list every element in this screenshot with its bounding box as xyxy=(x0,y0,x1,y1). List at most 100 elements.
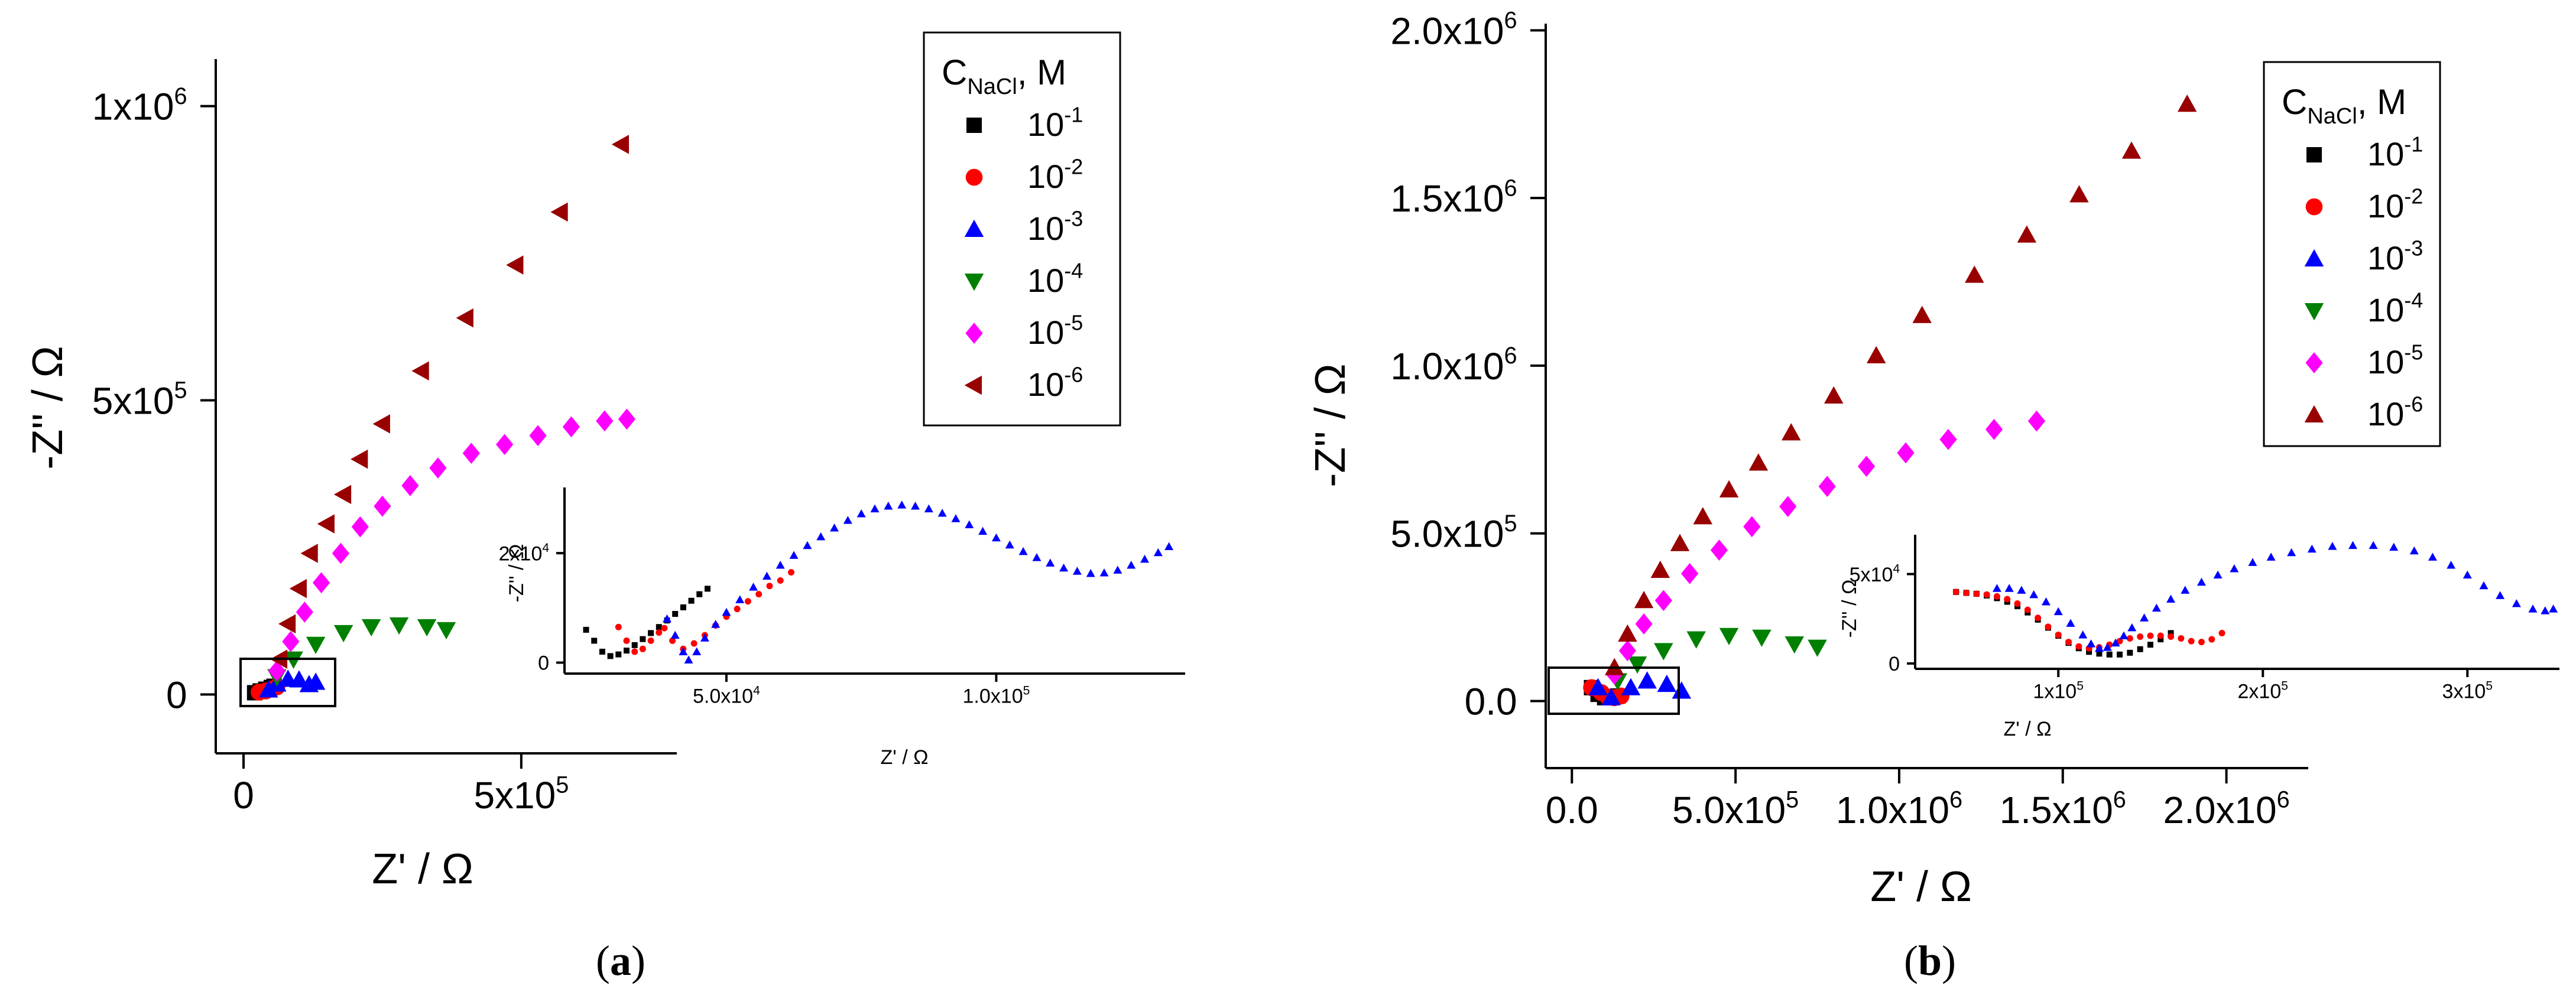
a-data-point xyxy=(374,495,391,517)
b-legend-marker xyxy=(2304,303,2324,321)
a-inset-data-point xyxy=(816,532,826,541)
a-data-point xyxy=(429,457,447,479)
b-inset-data-point xyxy=(2181,586,2190,594)
a-inset-data-point xyxy=(661,625,668,632)
b-data-point xyxy=(1965,265,1984,283)
b-inset-series-10-2 xyxy=(1952,588,2225,652)
b-inset-data-point xyxy=(1963,589,1970,596)
b-data-point xyxy=(1779,496,1797,518)
b-inset-data-point xyxy=(2541,606,2550,614)
b-data-point xyxy=(1686,631,1706,649)
b-data-point xyxy=(2069,185,2089,203)
a-data-point xyxy=(389,617,409,635)
a-data-point xyxy=(278,614,296,634)
a-inset-data-point xyxy=(647,637,654,644)
a-y-axis-title: -Z'' / Ω xyxy=(24,346,72,469)
b-data-point xyxy=(1693,507,1713,525)
a-legend-label: 10-1 xyxy=(1027,102,1083,143)
b-inset-data-point xyxy=(2127,623,2137,632)
b-legend-label: 10-2 xyxy=(2367,184,2423,225)
a-inset-y-tick-label: 0 xyxy=(538,652,549,675)
a-inset-data-point xyxy=(640,636,646,642)
a-inset-data-point xyxy=(672,611,679,617)
a-inset-data-point xyxy=(910,502,920,510)
b-inset-data-point xyxy=(1983,591,1990,598)
b-data-point xyxy=(1752,629,1772,647)
b-data-point xyxy=(1710,539,1728,561)
a-inset-data-point xyxy=(607,653,614,659)
a-inset-x-tick-label: 1.0x105 xyxy=(963,684,1030,707)
b-inset-data-point xyxy=(2178,635,2185,642)
b-data-point xyxy=(1818,476,1836,498)
a-data-point xyxy=(312,572,330,594)
b-inset-x-axis-title: Z' / Ω xyxy=(2003,718,2051,740)
a-inset-data-point xyxy=(670,630,680,639)
b-data-point xyxy=(1985,418,2003,440)
b-x-axis-title: Z' / Ω xyxy=(1870,863,1972,911)
b-inset-x-tick-label: 3x105 xyxy=(2442,679,2493,703)
a-inset-data-point xyxy=(762,571,771,580)
a-data-point xyxy=(506,255,524,275)
a-data-point xyxy=(351,449,368,469)
b-inset-data-point xyxy=(2103,643,2112,651)
b-inset-data-point xyxy=(2087,639,2096,648)
a-inset-data-point xyxy=(787,569,794,576)
a-data-point xyxy=(496,434,514,456)
b-inset-data-point xyxy=(2188,638,2195,645)
a-inset-data-point xyxy=(1153,548,1163,557)
a-inset-data-point xyxy=(696,591,703,597)
b-legend-marker xyxy=(2306,147,2322,162)
b-inset-y-axis-title: -Z'' / Ω xyxy=(1838,580,1861,638)
a-legend-label: 10-2 xyxy=(1027,154,1083,195)
b-zoom-box xyxy=(1547,666,1680,715)
b-x-tick-label: 2.0x106 xyxy=(2163,786,2289,831)
a-inset-data-point xyxy=(1140,554,1150,563)
a-inset-data-point xyxy=(591,638,598,644)
b-inset-data-point xyxy=(2065,639,2072,646)
a-inset-data-point xyxy=(1059,563,1069,572)
a-inset-data-point xyxy=(1032,553,1042,561)
a-inset-data-point xyxy=(777,577,784,584)
a-legend-label: 10-6 xyxy=(1027,362,1083,403)
a-inset-data-point xyxy=(1018,547,1028,555)
b-inset-data-point xyxy=(2116,638,2123,645)
b-data-point xyxy=(2121,141,2142,159)
a-inset: 5.0x104 1.0x105 0 2x104 Z' / Ω -Z'' / Ω xyxy=(499,487,1185,769)
a-inset-data-point xyxy=(991,533,1001,542)
a-inset-data-point xyxy=(662,614,671,623)
b-data-point xyxy=(1627,656,1647,674)
b-data-point xyxy=(1912,305,1932,323)
b-inset-data-point xyxy=(2369,541,2378,549)
b-data-point xyxy=(1670,534,1690,551)
b-inset-data-point xyxy=(2004,596,2011,603)
b-inset-data-point xyxy=(1952,588,1959,596)
a-inset-data-point xyxy=(803,541,812,549)
b-inset-data-point xyxy=(2075,643,2082,650)
b-data-point xyxy=(1781,423,1801,441)
b-y-tick-label: 0.0 xyxy=(1465,681,1517,723)
b-data-point xyxy=(1939,428,1957,450)
b-data-point xyxy=(1808,639,1827,657)
a-inset-data-point xyxy=(856,509,866,518)
a-inset-data-point xyxy=(648,630,654,636)
b-data-point xyxy=(1635,613,1653,635)
a-data-point xyxy=(550,202,568,222)
b-inset-data-point xyxy=(2086,649,2092,655)
b-x-tick-label: 0.0 xyxy=(1546,789,1598,831)
b-inset-data-point xyxy=(2266,552,2276,561)
a-inset-data-point xyxy=(1046,558,1055,567)
b-series-10-3 xyxy=(1588,671,1692,705)
a-inset-x-axis-title: Z' / Ω xyxy=(880,746,928,769)
b-legend-marker xyxy=(2305,198,2323,216)
a-legend-marker xyxy=(966,118,982,133)
b-data-point xyxy=(1719,480,1739,498)
b-inset-data-point xyxy=(2166,594,2176,603)
a-inset-data-point xyxy=(583,626,589,633)
b-x-tick-label: 5.0x105 xyxy=(1672,786,1799,831)
a-inset-data-point xyxy=(624,648,630,654)
b-data-point xyxy=(2017,225,2037,243)
a-inset-data-point xyxy=(789,551,799,559)
b-inset-data-point xyxy=(2198,639,2205,646)
b-data-point xyxy=(1654,643,1673,661)
b-inset-data-point xyxy=(2348,541,2358,549)
